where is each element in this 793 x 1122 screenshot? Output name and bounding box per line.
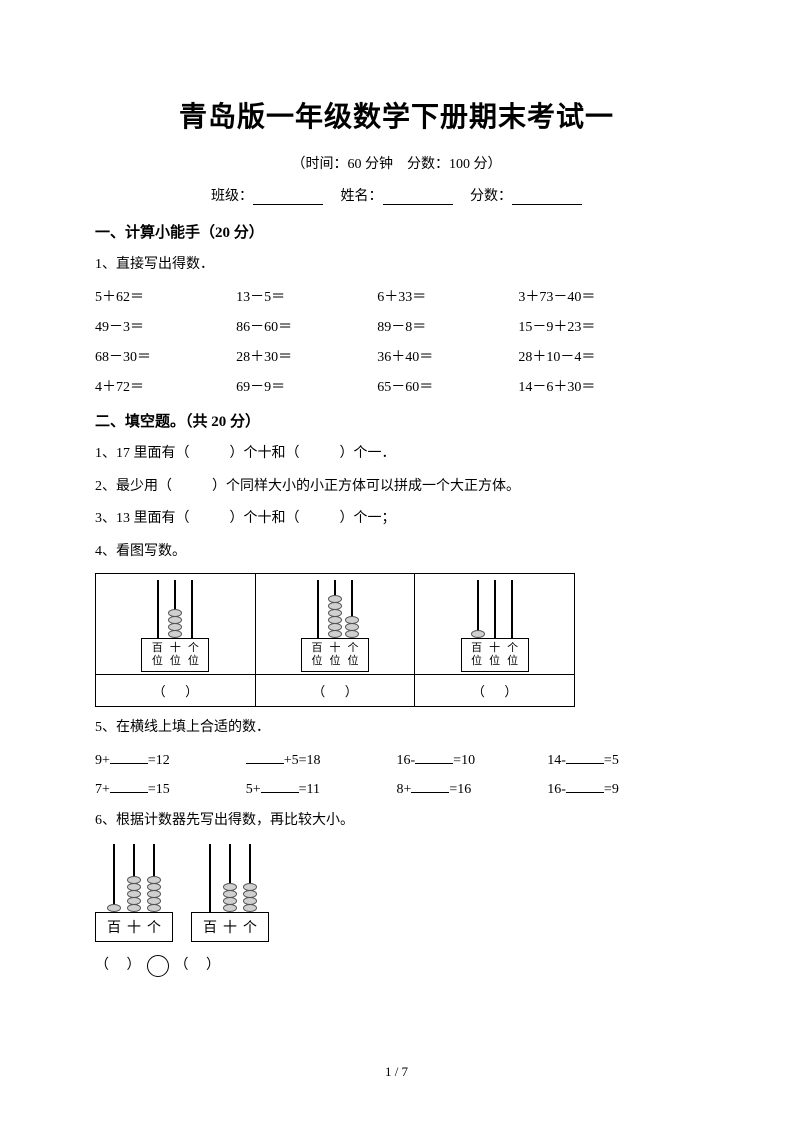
s2-q5: 5、在横线上填上合适的数． xyxy=(95,717,698,739)
calc-cell: 49－3＝ xyxy=(95,316,236,336)
calc-cell: 28＋10－4＝ xyxy=(518,346,698,366)
fill-blank[interactable] xyxy=(566,779,604,793)
s1-q1: 1、直接写出得数． xyxy=(95,254,698,276)
calc-cell: 4＋72＝ xyxy=(95,376,236,396)
calc-cell: 6＋33＝ xyxy=(377,286,518,306)
fill-cell: 14-=5 xyxy=(547,750,698,769)
abacus-cell: 百位十位个位 xyxy=(96,573,256,674)
fill-cell: 9+=12 xyxy=(95,750,246,769)
calc-cell: 68－30＝ xyxy=(95,346,236,366)
class-field[interactable] xyxy=(253,189,323,205)
abacus-answer[interactable]: （ ） xyxy=(96,675,256,707)
fill-blank[interactable] xyxy=(246,750,284,764)
calc-cell: 28＋30＝ xyxy=(236,346,377,366)
s2-q1: 1、17 里面有（ ）个十和（ ）个一． xyxy=(95,443,698,465)
q3a: 3、13 里面有（ xyxy=(95,511,190,526)
fill-blank[interactable] xyxy=(261,779,299,793)
counter: 百十个 xyxy=(95,842,173,942)
compare-circle[interactable] xyxy=(147,955,169,977)
section-2-head: 二、填空题。（共 20 分） xyxy=(95,410,698,431)
s2-q3: 3、13 里面有（ ）个十和（ ）个一； xyxy=(95,508,698,530)
subtitle: （时间：60 分钟 分数：100 分） xyxy=(95,153,698,173)
calc-cell: 3＋73－40＝ xyxy=(518,286,698,306)
score-field[interactable] xyxy=(512,189,582,205)
score-label: 分数： xyxy=(470,189,512,204)
q1c: ）个一． xyxy=(340,446,396,461)
fill-grid: 9+=12+5=1816-=1014-=5 7+=155+=118+=1616-=… xyxy=(95,750,698,798)
q1b: ）个十和（ xyxy=(230,446,300,461)
calc-cell: 5＋62＝ xyxy=(95,286,236,306)
q2a: 2、最少用（ xyxy=(95,479,172,494)
calc-cell: 69－9＝ xyxy=(236,376,377,396)
page-number: 1 / 7 xyxy=(0,1064,793,1080)
s2-q4: 4、看图写数。 xyxy=(95,541,698,563)
s2-q2: 2、最少用（ ）个同样大小的小正方体可以拼成一个大正方体。 xyxy=(95,476,698,498)
abacus-table: 百位十位个位百位十位个位百位十位个位 （ ）（ ）（ ） xyxy=(95,573,575,707)
page-title: 青岛版一年级数学下册期末考试一 xyxy=(95,95,698,135)
calc-cell: 14－6＋30＝ xyxy=(518,376,698,396)
fill-cell: 8+=16 xyxy=(397,779,548,798)
q3c: ）个一； xyxy=(340,511,396,526)
abacus-cell: 百位十位个位 xyxy=(255,573,415,674)
fill-cell: 16-=10 xyxy=(397,750,548,769)
abacus-answer[interactable]: （ ） xyxy=(415,675,575,707)
q3b: ）个十和（ xyxy=(230,511,300,526)
fill-blank[interactable] xyxy=(411,779,449,793)
info-row: 班级： 姓名： 分数： xyxy=(95,185,698,205)
class-label: 班级： xyxy=(211,189,253,204)
calc-cell: 36＋40＝ xyxy=(377,346,518,366)
calc-cell: 65－60＝ xyxy=(377,376,518,396)
fill-blank[interactable] xyxy=(415,750,453,764)
fill-cell: 5+=11 xyxy=(246,779,397,798)
abacus-cell: 百位十位个位 xyxy=(415,573,575,674)
fill-cell: +5=18 xyxy=(246,750,397,769)
calc-cell: 89－8＝ xyxy=(377,316,518,336)
q1a: 1、17 里面有（ xyxy=(95,446,190,461)
name-field[interactable] xyxy=(383,189,453,205)
calc-cell: 13－5＝ xyxy=(236,286,377,306)
calc-grid: 5＋62＝13－5＝6＋33＝3＋73－40＝49－3＝86－60＝89－8＝1… xyxy=(95,286,698,396)
name-label: 姓名： xyxy=(341,189,383,204)
s2-q6: 6、根据计数器先写出得数，再比较大小。 xyxy=(95,810,698,832)
counter: 百十个 xyxy=(191,842,269,942)
fill-blank[interactable] xyxy=(110,779,148,793)
fill-blank[interactable] xyxy=(110,750,148,764)
counters-row: 百十个百十个 xyxy=(95,842,698,942)
q2b: ）个同样大小的小正方体可以拼成一个大正方体。 xyxy=(212,479,520,494)
compare-row: （ ）（ ） xyxy=(95,954,698,977)
fill-blank[interactable] xyxy=(566,750,604,764)
calc-cell: 15－9＋23＝ xyxy=(518,316,698,336)
fill-cell: 16-=9 xyxy=(547,779,698,798)
fill-cell: 7+=15 xyxy=(95,779,246,798)
abacus-answer[interactable]: （ ） xyxy=(255,675,415,707)
section-1-head: 一、计算小能手（20 分） xyxy=(95,221,698,242)
calc-cell: 86－60＝ xyxy=(236,316,377,336)
